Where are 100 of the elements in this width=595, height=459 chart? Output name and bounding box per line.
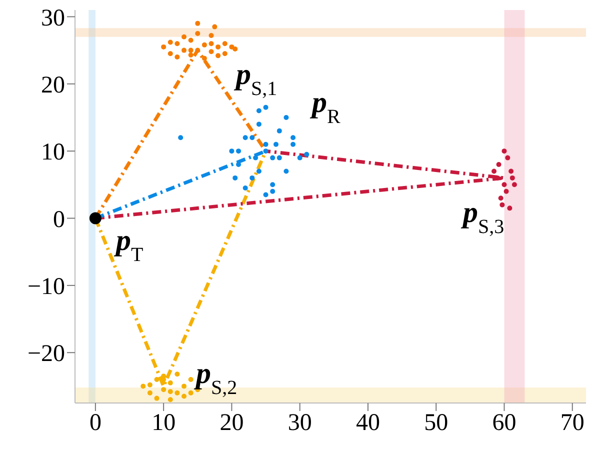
point [242,186,248,191]
point [304,152,310,157]
point [147,382,152,388]
point [222,51,228,56]
point [202,56,207,61]
point [174,54,180,60]
point [256,122,262,127]
point [270,155,276,160]
point [504,188,509,194]
point [188,376,194,382]
point [273,142,278,147]
point [208,41,214,46]
point [502,182,507,188]
point [290,142,296,147]
point [297,155,302,160]
point [232,175,238,180]
x-tick-label: 0 [89,410,102,436]
point [263,148,268,154]
point [290,135,296,140]
point [174,390,180,396]
y-tick-label: 20 [41,72,65,98]
point [502,148,507,154]
point [284,114,289,120]
point [216,44,221,50]
point [263,192,268,198]
point [250,135,255,140]
point [89,212,102,224]
point [276,155,282,160]
point [154,396,160,401]
point [510,175,515,180]
point [270,182,276,188]
annotation: p$_{S,1}$ [233,58,278,100]
point [182,48,187,53]
x-tick-label: 10 [152,410,176,436]
point [212,24,218,30]
point [174,41,180,46]
point [161,387,166,392]
point [182,394,187,399]
point [178,135,184,140]
point [222,41,228,46]
point [512,182,517,188]
point [161,44,166,50]
point [498,196,504,201]
point [202,42,207,48]
point [195,31,200,36]
point [147,390,152,396]
point [263,104,268,110]
point [508,168,514,174]
y-tick-label: 10 [41,140,65,166]
y-tick-label: −20 [27,341,65,368]
point [182,384,187,389]
annotation: p$_{T}$ [113,224,144,266]
point [188,48,194,53]
point [216,53,221,58]
point [236,148,242,154]
x-tick-label: 30 [288,410,312,436]
point [140,384,146,389]
point [168,40,173,45]
point [505,155,510,160]
point [168,380,173,386]
point [168,389,173,394]
y-tick-label: −10 [27,274,65,300]
point [168,51,173,56]
point [229,148,234,154]
x-tick-label: 50 [424,410,448,436]
point [188,38,194,43]
annotation: p$_{S,3}$ [460,196,504,238]
point [507,206,512,211]
point [208,33,214,38]
point [253,155,258,160]
point [250,175,255,180]
point [195,48,200,53]
point [263,142,268,147]
point [236,162,242,168]
point [256,168,262,174]
point [174,372,180,377]
point [284,168,289,174]
point [492,168,497,174]
x-tick-label: 70 [560,410,584,436]
y-tick-label: 30 [41,5,65,32]
point [208,49,214,54]
x-tick-label: 40 [356,410,380,436]
y-tick-label: 0 [53,206,65,233]
point [154,376,160,382]
point [256,108,262,114]
x-tick-label: 60 [492,410,516,436]
point [188,52,194,58]
point [182,34,187,40]
annotation: p$_{R}$ [309,86,341,128]
point [168,397,173,402]
point [188,390,194,396]
point [232,46,238,52]
point [500,202,505,208]
x-tick-label: 20 [220,410,244,436]
point [496,162,502,168]
point [229,44,234,50]
point [242,135,248,140]
point [276,128,282,134]
point [195,20,200,26]
annotation: p$_{S,2}$ [193,357,238,399]
